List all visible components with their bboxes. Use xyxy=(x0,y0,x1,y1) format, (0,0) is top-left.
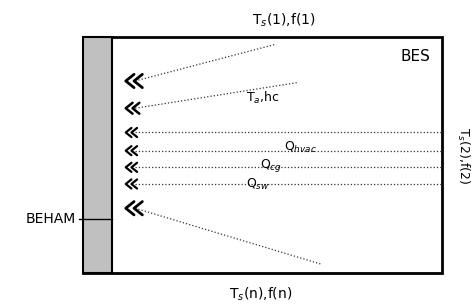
Text: Q$_{hvac}$: Q$_{hvac}$ xyxy=(284,140,317,155)
Text: T$_s$(1),f(1): T$_s$(1),f(1) xyxy=(252,12,316,29)
Bar xyxy=(83,37,442,273)
Text: T$_s$(n),f(n): T$_s$(n),f(n) xyxy=(228,286,292,303)
Text: Q$_{cg}$: Q$_{cg}$ xyxy=(260,157,282,174)
Bar xyxy=(83,37,111,273)
Text: T$_s$(2),f(2): T$_s$(2),f(2) xyxy=(455,126,471,184)
Text: BEHAM: BEHAM xyxy=(26,212,76,226)
Text: BES: BES xyxy=(400,49,430,64)
Text: Q$_{sw}$: Q$_{sw}$ xyxy=(246,177,270,192)
Text: T$_a$,hc: T$_a$,hc xyxy=(246,90,280,106)
